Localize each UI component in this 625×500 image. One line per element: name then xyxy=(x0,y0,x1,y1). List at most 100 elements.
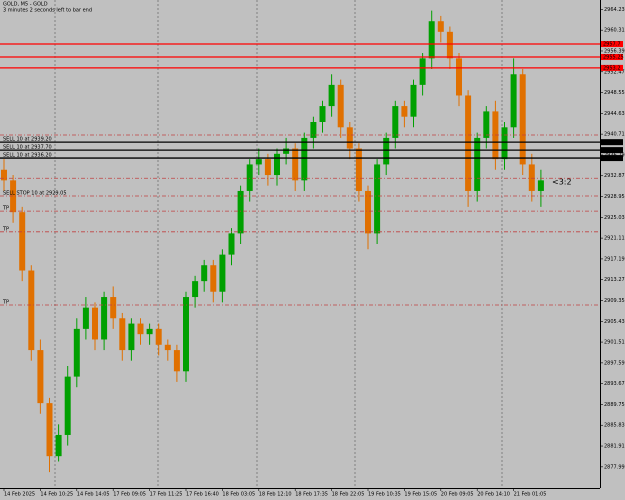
price-tag-label: 2936.2 xyxy=(603,156,621,162)
candle-body xyxy=(201,265,208,282)
candle-body xyxy=(37,350,44,404)
price-tag xyxy=(601,155,623,162)
candle-body xyxy=(319,106,326,122)
y-tick-label: 2881.91 xyxy=(604,444,625,450)
y-tick-label: 2897.59 xyxy=(604,360,625,366)
price-tag xyxy=(601,64,623,71)
price-tag xyxy=(601,147,623,154)
level-label: SELL 10 at 2937.70 xyxy=(3,145,52,151)
candle-body xyxy=(237,190,244,234)
price-tag-label: 2957.7 xyxy=(603,42,621,48)
y-tick-label: 2893.67 xyxy=(604,381,625,387)
x-tick-label: 17 Feb 11:25 xyxy=(150,492,183,498)
candle-body xyxy=(537,180,544,191)
price-tag-label: 2939.2 xyxy=(603,140,621,146)
candle-body xyxy=(246,164,253,191)
x-tick-label: 18 Feb 17:35 xyxy=(295,492,328,498)
level-label: TP xyxy=(2,206,9,212)
candle-body xyxy=(255,159,262,165)
candle-body xyxy=(428,21,435,59)
x-tick-label: 21 Feb 01:05 xyxy=(514,492,547,498)
candle-body xyxy=(128,323,135,351)
candle-body xyxy=(19,212,26,271)
level-label: SELL 10 at 2936.20 xyxy=(3,153,52,159)
candle-body xyxy=(292,148,299,181)
y-tick-label: 2948.55 xyxy=(604,90,625,96)
candle-body xyxy=(465,95,472,191)
candle-body xyxy=(73,328,80,377)
x-tick-label: 17 Feb 09:05 xyxy=(113,492,146,498)
y-tick-label: 2932.87 xyxy=(604,173,625,179)
level-label: TP xyxy=(2,300,9,306)
candle-body xyxy=(528,164,535,191)
price-tag-label: 2937.7 xyxy=(603,148,621,154)
x-tick-label: 18 Feb 03:05 xyxy=(222,492,255,498)
candle-body xyxy=(346,127,353,149)
candle-body xyxy=(55,434,62,457)
price-tag xyxy=(601,41,623,48)
price-tag-label: 2953.2 xyxy=(603,65,621,71)
candle-body xyxy=(410,84,417,117)
day-separators xyxy=(54,0,503,488)
candle-body xyxy=(419,58,426,85)
candle-body xyxy=(519,74,526,165)
candle-body xyxy=(146,328,153,335)
level-label: SELL STOP 10 at 2929.05 xyxy=(3,190,67,196)
candle-body xyxy=(337,84,344,128)
candle-body xyxy=(328,84,335,107)
x-tick-label: 19 Feb 10:35 xyxy=(368,492,401,498)
price-tag-label: 2955.25 xyxy=(603,55,624,61)
y-tick-label: 2877.99 xyxy=(604,464,625,470)
x-tick-label: 14 Feb 2025 xyxy=(4,492,35,498)
y-tick-label: 2913.27 xyxy=(604,277,625,283)
x-tick-label: 14 Feb 10:25 xyxy=(40,492,73,498)
candle-body xyxy=(1,169,7,181)
y-tick-label: 2940.71 xyxy=(604,132,625,138)
candle-body xyxy=(119,318,126,351)
price-tag xyxy=(601,54,623,61)
candle-body xyxy=(110,297,117,319)
candle-body xyxy=(437,21,444,32)
candle-body xyxy=(483,111,490,138)
candle-body xyxy=(446,31,453,59)
y-tick-label: 2956.39 xyxy=(604,48,625,54)
candle-body xyxy=(374,164,381,234)
x-tick-label: 14 Feb 14:05 xyxy=(77,492,110,498)
candle-body xyxy=(474,137,481,191)
candle-body xyxy=(92,307,98,340)
x-tick-label: 20 Feb 09:05 xyxy=(441,492,474,498)
candle-body xyxy=(137,323,144,335)
y-tick-label: 2885.83 xyxy=(604,423,625,429)
y-tick-label: 2889.75 xyxy=(604,402,625,408)
x-tick-label: 18 Feb 22:05 xyxy=(332,492,365,498)
x-tick-label: 20 Feb 14:10 xyxy=(477,492,510,498)
candle-body xyxy=(365,190,371,234)
candle-body xyxy=(383,137,390,165)
candle-body xyxy=(283,148,290,154)
candle-body xyxy=(210,265,217,292)
candle-body xyxy=(301,137,308,181)
candle-body xyxy=(501,127,508,160)
y-tick-label: 2917.19 xyxy=(604,256,625,262)
price-tag xyxy=(601,139,623,146)
candle-body xyxy=(164,344,171,351)
chart-subtitle: 3 minutes 2 seconds left to bar end xyxy=(3,8,92,14)
y-tick-label: 2960.31 xyxy=(604,28,625,34)
chart-title: GOLD, M5 - GOLD xyxy=(3,2,48,8)
candle-body xyxy=(46,403,53,457)
x-tick-label: 17 Feb 16:40 xyxy=(186,492,219,498)
candle-body xyxy=(155,328,162,345)
level-label: TP xyxy=(2,226,9,232)
y-tick-label: 2905.43 xyxy=(604,319,625,325)
candle-body xyxy=(101,297,108,340)
candle-body xyxy=(392,106,399,138)
y-tick-label: 2964.23 xyxy=(604,7,625,13)
candle-body xyxy=(456,58,462,96)
candle-body xyxy=(510,74,517,128)
candle-body xyxy=(183,297,189,372)
y-tick-label: 2944.63 xyxy=(604,111,625,117)
candle-body xyxy=(355,148,362,191)
candle-body xyxy=(310,122,317,138)
